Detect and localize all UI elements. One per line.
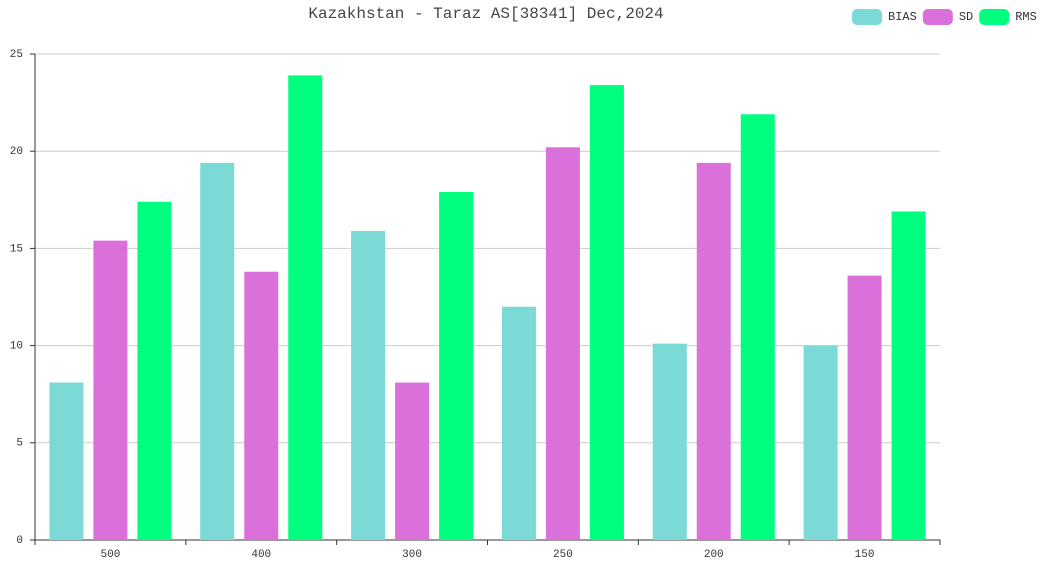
legend-label: BIAS xyxy=(888,10,917,24)
x-tick-label: 500 xyxy=(101,549,121,561)
legend-label: RMS xyxy=(1015,10,1037,24)
x-tick-label: 200 xyxy=(704,549,724,561)
chart-title: Kazakhstan - Taraz AS[38341] Dec,2024 xyxy=(308,5,663,23)
y-tick-label: 20 xyxy=(10,146,23,158)
bar xyxy=(351,230,386,541)
bar xyxy=(696,162,731,540)
bar xyxy=(395,382,430,540)
bar xyxy=(847,275,882,540)
bar xyxy=(93,240,128,540)
x-tick-label: 400 xyxy=(251,549,271,561)
bar xyxy=(200,162,235,540)
legend-swatch xyxy=(852,9,882,25)
x-tick-label: 250 xyxy=(553,549,573,561)
bar xyxy=(137,201,172,540)
bar xyxy=(891,211,926,541)
bar xyxy=(439,192,474,541)
y-tick-label: 5 xyxy=(16,438,23,450)
y-tick-label: 10 xyxy=(10,341,23,353)
x-tick-label: 300 xyxy=(402,549,422,561)
legend-swatch xyxy=(979,9,1010,25)
bar xyxy=(589,85,624,540)
x-tick-label: 150 xyxy=(855,549,875,561)
bar xyxy=(49,382,84,540)
bar xyxy=(244,271,279,540)
bar xyxy=(501,306,536,540)
bar xyxy=(545,147,580,540)
legend-label: SD xyxy=(959,10,973,24)
legend-swatch xyxy=(922,9,953,25)
bar xyxy=(288,75,323,540)
y-tick-label: 15 xyxy=(10,243,23,255)
y-tick-label: 25 xyxy=(10,49,23,61)
bar xyxy=(740,114,775,540)
bar xyxy=(803,345,838,540)
y-tick-label: 0 xyxy=(16,535,23,547)
bar xyxy=(652,343,687,540)
